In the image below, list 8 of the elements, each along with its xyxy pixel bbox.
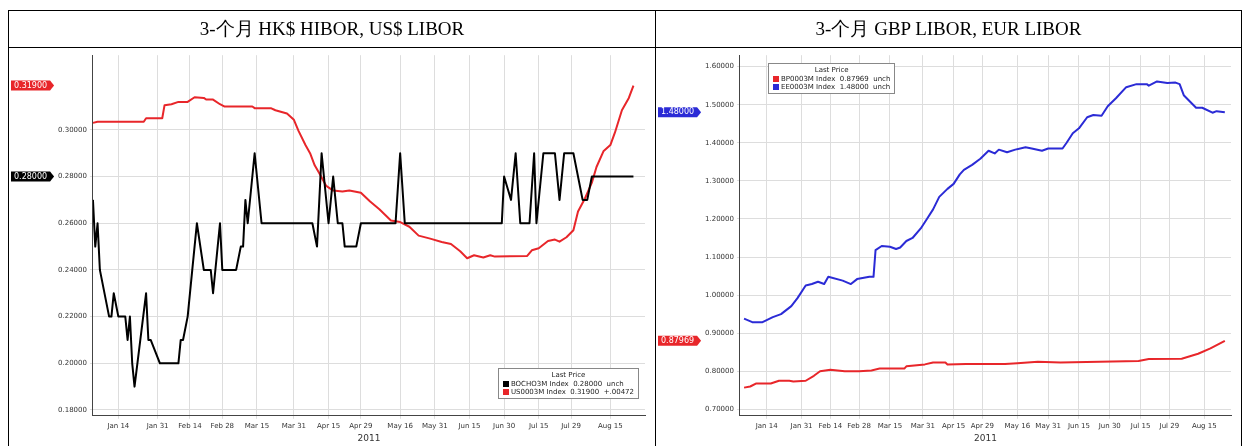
text: 0.31900: [14, 80, 48, 90]
text: 1.48000: [661, 107, 695, 117]
text: 0.87969: [661, 335, 695, 345]
chart-title: 3-个月 GBP LIBOR, EUR LIBOR: [656, 11, 1241, 48]
text: 0.28000: [14, 171, 48, 181]
x-axis-title: 2011: [974, 432, 997, 443]
x-axis-title: 2011: [357, 432, 381, 443]
chart-title: 3-个月 HK$ HIBOR, US$ LIBOR: [9, 11, 655, 48]
